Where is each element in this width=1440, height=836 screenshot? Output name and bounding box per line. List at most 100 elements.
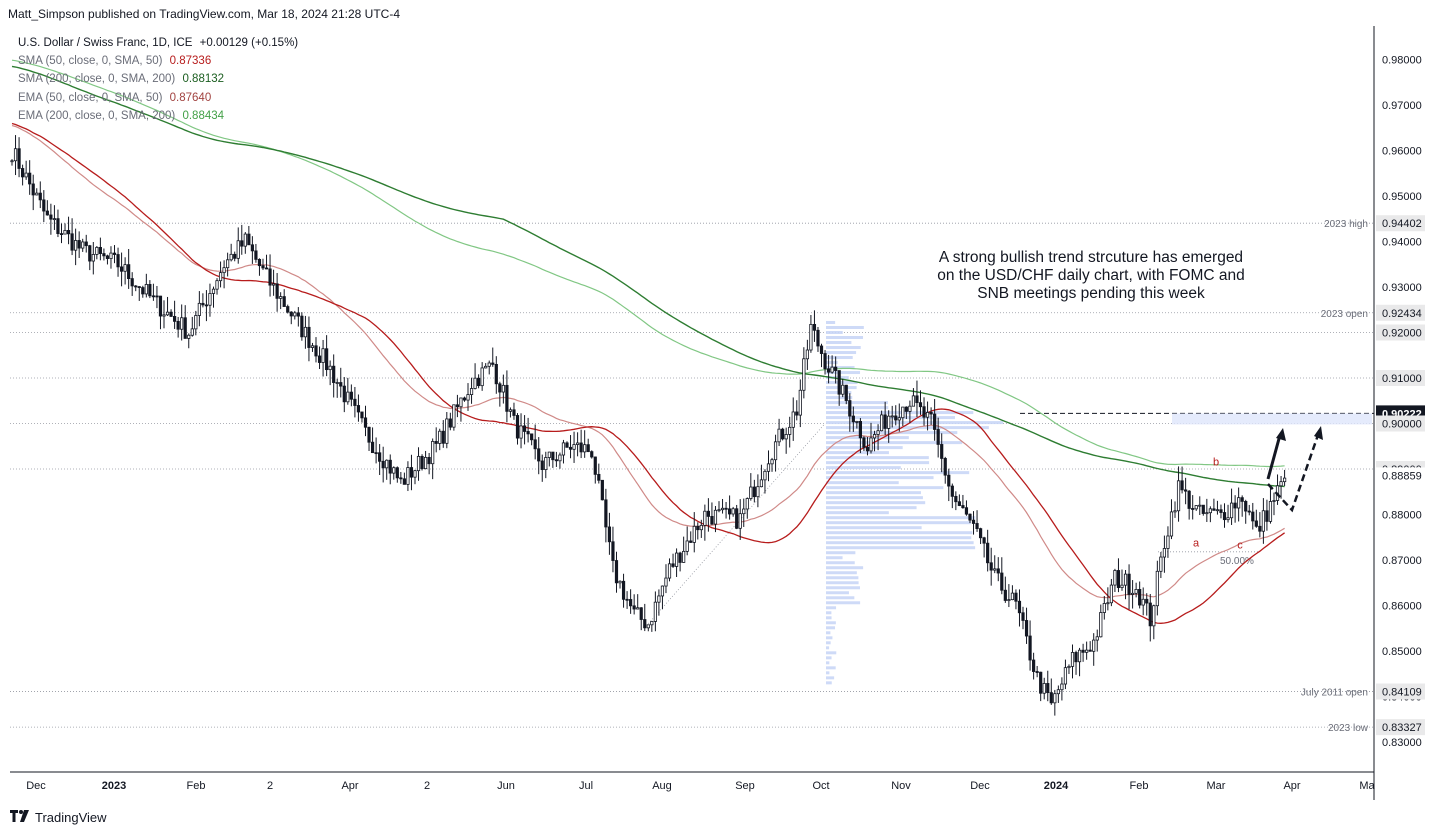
volume-profile-bar [826, 636, 833, 640]
candle-body [682, 550, 686, 563]
candle-body [773, 441, 778, 461]
volume-profile-bar [826, 381, 858, 385]
candle [508, 407, 513, 418]
candle-body [88, 245, 92, 262]
volume-profile-bar [826, 401, 888, 405]
candle-body [533, 439, 537, 450]
candle-body [59, 233, 64, 235]
legend-ema200-row[interactable]: EMA (200, close, 0, SMA, 200) 0.88434 [18, 107, 298, 125]
price-level-label: 2023 open [1321, 309, 1368, 320]
candle [798, 379, 802, 428]
candle [367, 426, 371, 451]
candle-body [869, 437, 873, 452]
candle [717, 501, 721, 513]
candle [858, 418, 863, 454]
candle-body [381, 460, 385, 469]
candle [137, 286, 141, 301]
candle-body [1166, 535, 1170, 549]
candle [123, 257, 127, 285]
candle [519, 413, 523, 449]
x-tick-label: Apr [1283, 780, 1300, 792]
candle [784, 427, 788, 454]
candle [957, 494, 961, 507]
volume-profile-bar [826, 551, 856, 555]
candle [657, 589, 661, 616]
candle-body [1176, 480, 1181, 512]
candle-body [781, 428, 785, 440]
candle [597, 463, 601, 484]
candle-body [409, 467, 414, 478]
legend-ema50-row[interactable]: EMA (50, close, 0, SMA, 50) 0.87640 [18, 89, 298, 107]
candle [38, 181, 42, 209]
footer-branding[interactable]: TradingView [10, 810, 107, 825]
candle-body [257, 258, 262, 267]
candle-body [66, 230, 71, 235]
candle-body [841, 384, 845, 395]
candle-body [1063, 667, 1068, 685]
candle [1010, 585, 1015, 601]
x-tick-label: Ma [1359, 780, 1375, 792]
candle-body [579, 442, 583, 453]
candle-body [477, 377, 481, 387]
candle-body [745, 498, 749, 510]
candle [689, 531, 693, 543]
x-tick-label: Apr [341, 780, 358, 792]
candle [922, 397, 926, 426]
candle-body [692, 525, 696, 543]
candle [56, 209, 60, 238]
candle-body [197, 302, 201, 316]
candle [233, 251, 237, 262]
candle [1000, 557, 1004, 595]
legend-symbol-row[interactable]: U.S. Dollar / Swiss Franc, 1D, ICE +0.00… [18, 34, 298, 52]
tradingview-logo-icon [10, 810, 30, 825]
candle-body [35, 192, 39, 196]
candle [1063, 659, 1068, 690]
candle [664, 564, 668, 594]
candle [49, 203, 53, 235]
candle [423, 450, 428, 470]
candle-body [356, 405, 361, 413]
candle-body [1077, 649, 1082, 663]
legend-sma200-row[interactable]: SMA (200, close, 0, SMA, 200) 0.88132 [18, 70, 298, 88]
candle-body [218, 272, 223, 282]
candle [204, 290, 209, 322]
candle [155, 286, 159, 309]
candle [1074, 650, 1078, 675]
candle [505, 370, 509, 423]
candle [904, 406, 908, 419]
candle-body [1169, 511, 1174, 537]
candle-body [636, 607, 640, 610]
candle-body [674, 552, 679, 567]
candle [293, 310, 297, 320]
candle [696, 522, 700, 540]
legend-sma50-row[interactable]: SMA (50, close, 0, SMA, 50) 0.87336 [18, 52, 298, 70]
volume-profile-bar [826, 671, 830, 675]
candle [629, 589, 633, 614]
candle-body [809, 323, 813, 351]
volume-profile-bar [826, 506, 917, 510]
candle-body [996, 568, 1000, 574]
candle [1077, 647, 1082, 677]
candle-body [180, 317, 184, 330]
candle [378, 444, 382, 476]
price-tag: 0.88859 [1382, 470, 1422, 482]
volume-profile-bar [826, 631, 831, 635]
candle-body [703, 510, 707, 526]
candle-body [42, 199, 46, 212]
candle-body [112, 252, 117, 255]
candle [59, 223, 64, 244]
candle [756, 474, 760, 508]
candle [1233, 495, 1237, 523]
candle-body [1226, 517, 1230, 521]
candle [360, 411, 364, 423]
candle [1109, 578, 1113, 607]
volume-profile-bar [826, 331, 843, 334]
candle-body [830, 366, 834, 373]
projection-path-dashed [1267, 434, 1320, 513]
volume-profile-bar [826, 496, 923, 500]
price-tag: 0.84109 [1382, 687, 1422, 699]
candle [211, 286, 216, 308]
candle [844, 384, 848, 405]
candle [586, 438, 590, 453]
